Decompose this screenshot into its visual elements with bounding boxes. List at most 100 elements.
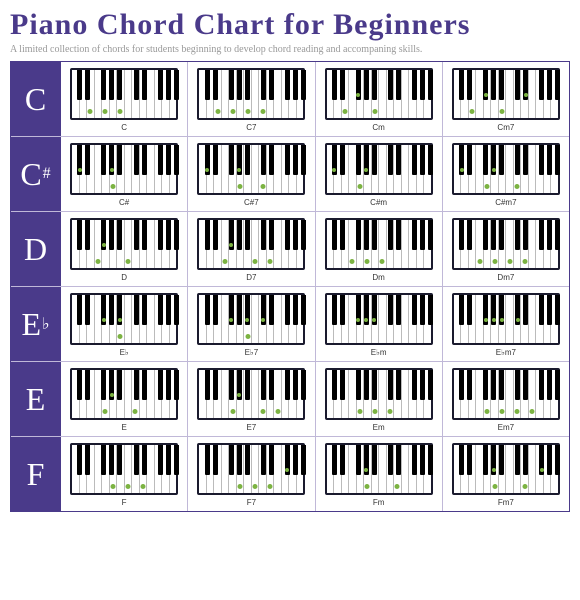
note-dot (118, 318, 122, 322)
black-key (364, 445, 369, 475)
black-key (205, 295, 210, 325)
black-key (142, 145, 147, 175)
white-key (506, 145, 514, 193)
chord-cell: C7 (188, 62, 315, 136)
keyboard-diagram (452, 368, 560, 420)
black-key (340, 295, 345, 325)
row-label: C (11, 62, 61, 136)
black-key (523, 145, 528, 175)
black-key (396, 445, 401, 475)
black-key (174, 220, 179, 250)
black-key (77, 70, 82, 100)
black-key (388, 295, 393, 325)
chord-name: E♭m (371, 348, 387, 357)
note-dot (515, 409, 520, 414)
black-key (261, 445, 266, 475)
chord-row: E♭E♭E♭7E♭mE♭m7 (11, 287, 569, 362)
black-key (483, 370, 488, 400)
keyboard-diagram (70, 293, 178, 345)
chord-name: E (121, 423, 126, 432)
chord-row: CCC7CmCm7 (11, 62, 569, 137)
black-key (523, 70, 528, 100)
chord-name: C#m7 (495, 198, 516, 207)
black-key (412, 295, 417, 325)
note-dot (485, 184, 490, 189)
keyboard-diagram (325, 68, 433, 120)
black-key (229, 145, 234, 175)
white-key (125, 70, 133, 118)
black-key (109, 445, 114, 475)
black-key (205, 370, 210, 400)
black-key (539, 445, 544, 475)
black-key (237, 70, 242, 100)
black-key (412, 445, 417, 475)
white-key (379, 145, 387, 193)
note-dot (253, 259, 258, 264)
note-dot (460, 168, 464, 172)
black-key (285, 370, 290, 400)
black-key (547, 445, 552, 475)
black-key (77, 145, 82, 175)
black-key (428, 70, 433, 100)
black-key (269, 445, 274, 475)
black-key (101, 445, 106, 475)
black-key (85, 370, 90, 400)
chord-cell: F7 (188, 437, 315, 511)
chord-cell: E7 (188, 362, 315, 436)
black-key (174, 145, 179, 175)
black-key (301, 295, 306, 325)
note-dot (365, 259, 370, 264)
black-key (142, 445, 147, 475)
black-key (245, 70, 250, 100)
note-dot (350, 259, 355, 264)
black-key (420, 145, 425, 175)
black-key (523, 220, 528, 250)
chord-name: D (121, 273, 127, 282)
black-key (77, 295, 82, 325)
black-key (269, 220, 274, 250)
white-key (506, 445, 514, 493)
note-dot (500, 409, 505, 414)
black-key (77, 220, 82, 250)
white-key (252, 445, 260, 493)
note-dot (492, 259, 497, 264)
black-key (555, 145, 560, 175)
black-key (483, 445, 488, 475)
black-key (499, 70, 504, 100)
white-key (252, 295, 260, 343)
chord-name: Cm (372, 123, 384, 132)
black-key (356, 70, 361, 100)
chord-cell: E♭m (316, 287, 443, 361)
black-key (364, 370, 369, 400)
black-key (117, 220, 122, 250)
note-dot (365, 484, 370, 489)
black-key (420, 370, 425, 400)
note-dot (522, 259, 527, 264)
black-key (166, 145, 171, 175)
black-key (237, 145, 242, 175)
white-key (506, 220, 514, 268)
chord-name: E♭ (120, 348, 129, 357)
black-key (372, 145, 377, 175)
keyboard-diagram (197, 218, 305, 270)
black-key (483, 220, 488, 250)
chord-cell: C#m (316, 137, 443, 211)
black-key (428, 220, 433, 250)
black-key (269, 70, 274, 100)
black-key (467, 145, 472, 175)
black-key (372, 70, 377, 100)
black-key (134, 220, 139, 250)
black-key (134, 370, 139, 400)
black-key (166, 70, 171, 100)
black-key (420, 445, 425, 475)
black-key (467, 295, 472, 325)
black-key (396, 295, 401, 325)
chord-row: DDD7DmDm7 (11, 212, 569, 287)
black-key (213, 220, 218, 250)
black-key (261, 370, 266, 400)
black-key (539, 295, 544, 325)
black-key (547, 370, 552, 400)
white-key (402, 445, 410, 493)
row-label: F (11, 437, 61, 511)
note-dot (500, 318, 504, 322)
